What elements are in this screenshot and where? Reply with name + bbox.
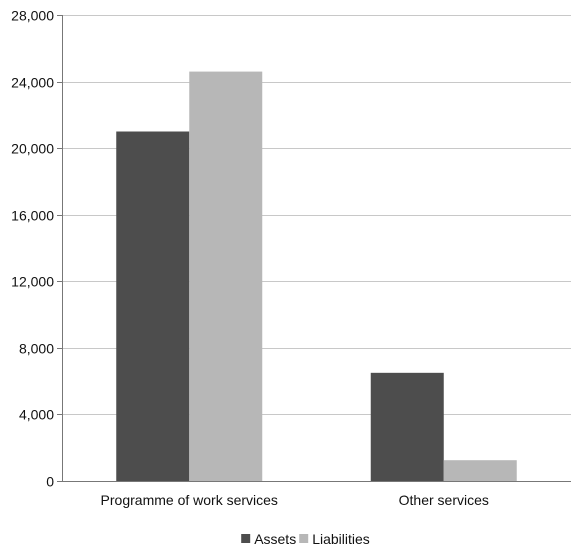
y-axis-ticks: 0 4,000 8,000 12,000 16,000 20,000 24,000 28,00…: [11, 8, 54, 490]
legend: Assets Liabilities: [241, 531, 370, 547]
y-tick-label: 24,000: [11, 75, 54, 91]
y-tick-label: 4,000: [19, 407, 54, 423]
x-category-label: Other services: [399, 492, 489, 508]
y-tick-label: 0: [46, 474, 54, 490]
y-tick-label: 16,000: [11, 208, 54, 224]
y-tick-label: 28,000: [11, 8, 54, 24]
y-tick-label: 20,000: [11, 141, 54, 157]
x-axis-category-labels: Programme of work services Other services: [101, 492, 489, 508]
bar-assets: [371, 373, 444, 481]
y-tick-label: 8,000: [19, 341, 54, 357]
legend-swatch-assets: [241, 534, 250, 543]
bar-liabilities: [189, 72, 262, 481]
bars: [116, 72, 517, 481]
bar-liabilities: [444, 460, 517, 481]
legend-label-assets: Assets: [254, 531, 296, 547]
legend-swatch-liabilities: [299, 534, 308, 543]
x-category-label: Programme of work services: [101, 492, 278, 508]
legend-label-liabilities: Liabilities: [312, 531, 370, 547]
y-tick-label: 12,000: [11, 274, 54, 290]
bar-assets: [116, 132, 189, 482]
